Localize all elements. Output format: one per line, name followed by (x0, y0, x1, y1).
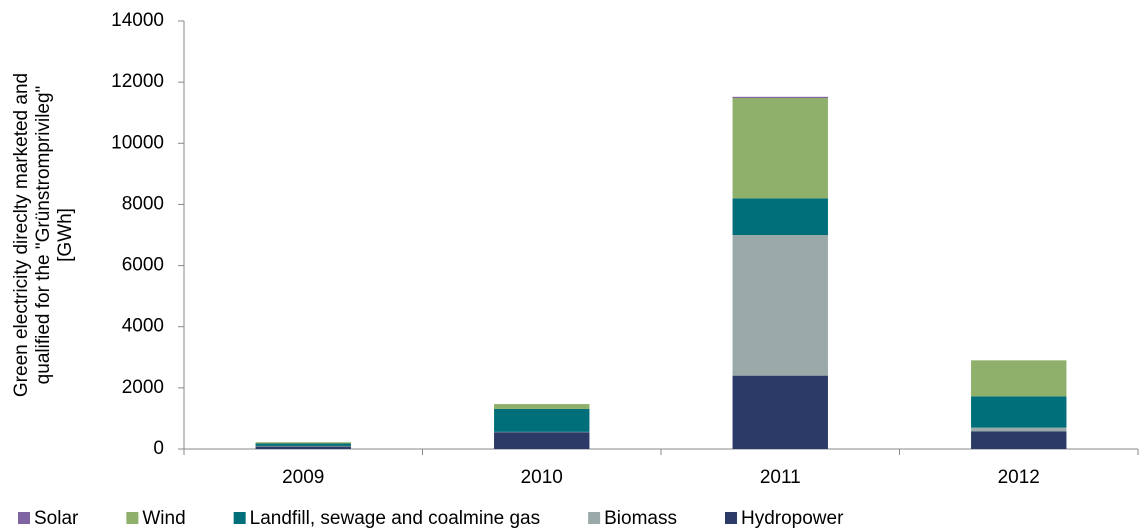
bar-segment (732, 198, 828, 235)
y-tick-label: 10000 (111, 132, 164, 153)
bar-segment (255, 446, 351, 449)
legend-label: Hydropower (741, 508, 844, 529)
legend-swatch (588, 512, 601, 524)
bar-segment (255, 442, 351, 444)
y-axis-label: Green electricity direclty marketed and (11, 73, 32, 397)
y-tick-label: 4000 (122, 316, 164, 337)
y-axis-label: qualified for the "Grünstromprivileg" (33, 86, 54, 385)
bar-segment (971, 360, 1067, 397)
bar-segment (732, 98, 828, 199)
bar-segment (494, 432, 590, 449)
legend-label: Biomass (604, 508, 677, 529)
x-tick-label: 2012 (998, 467, 1040, 488)
legend-swatch (233, 512, 246, 524)
legend-swatch (724, 512, 737, 524)
bar-segment (732, 375, 828, 449)
y-axis-label: [GWh] (55, 208, 76, 262)
bar-segment (732, 235, 828, 376)
legend-label: Solar (34, 508, 79, 529)
x-tick-label: 2011 (760, 467, 801, 488)
legend-label: Wind (142, 508, 185, 529)
bar-segment (971, 396, 1067, 428)
y-tick-label: 14000 (111, 10, 164, 31)
x-tick-label: 2010 (521, 467, 563, 488)
bar-segment (255, 445, 351, 447)
y-tick-label: 6000 (122, 255, 164, 276)
bar-segment (971, 431, 1067, 449)
legend-swatch (126, 512, 139, 524)
legend-swatch (18, 512, 30, 524)
bar-segment (255, 443, 351, 446)
bar-segment (494, 404, 590, 409)
bar-segment (494, 408, 590, 432)
legend-label: Landfill, sewage and coalmine gas (250, 508, 540, 529)
y-tick-label: 12000 (111, 71, 164, 92)
y-tick-label: 2000 (122, 377, 164, 398)
y-tick-label: 0 (153, 438, 164, 459)
x-tick-label: 2009 (282, 467, 324, 488)
bar-segment (971, 427, 1067, 432)
y-tick-label: 8000 (122, 193, 164, 214)
bar-segment (732, 96, 828, 99)
